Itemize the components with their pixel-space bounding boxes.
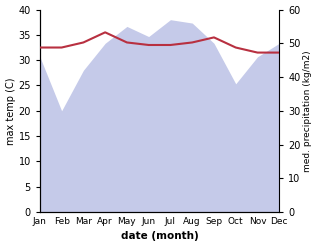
Y-axis label: max temp (C): max temp (C) — [5, 77, 16, 144]
Y-axis label: med. precipitation (kg/m2): med. precipitation (kg/m2) — [303, 50, 313, 172]
X-axis label: date (month): date (month) — [121, 231, 198, 242]
